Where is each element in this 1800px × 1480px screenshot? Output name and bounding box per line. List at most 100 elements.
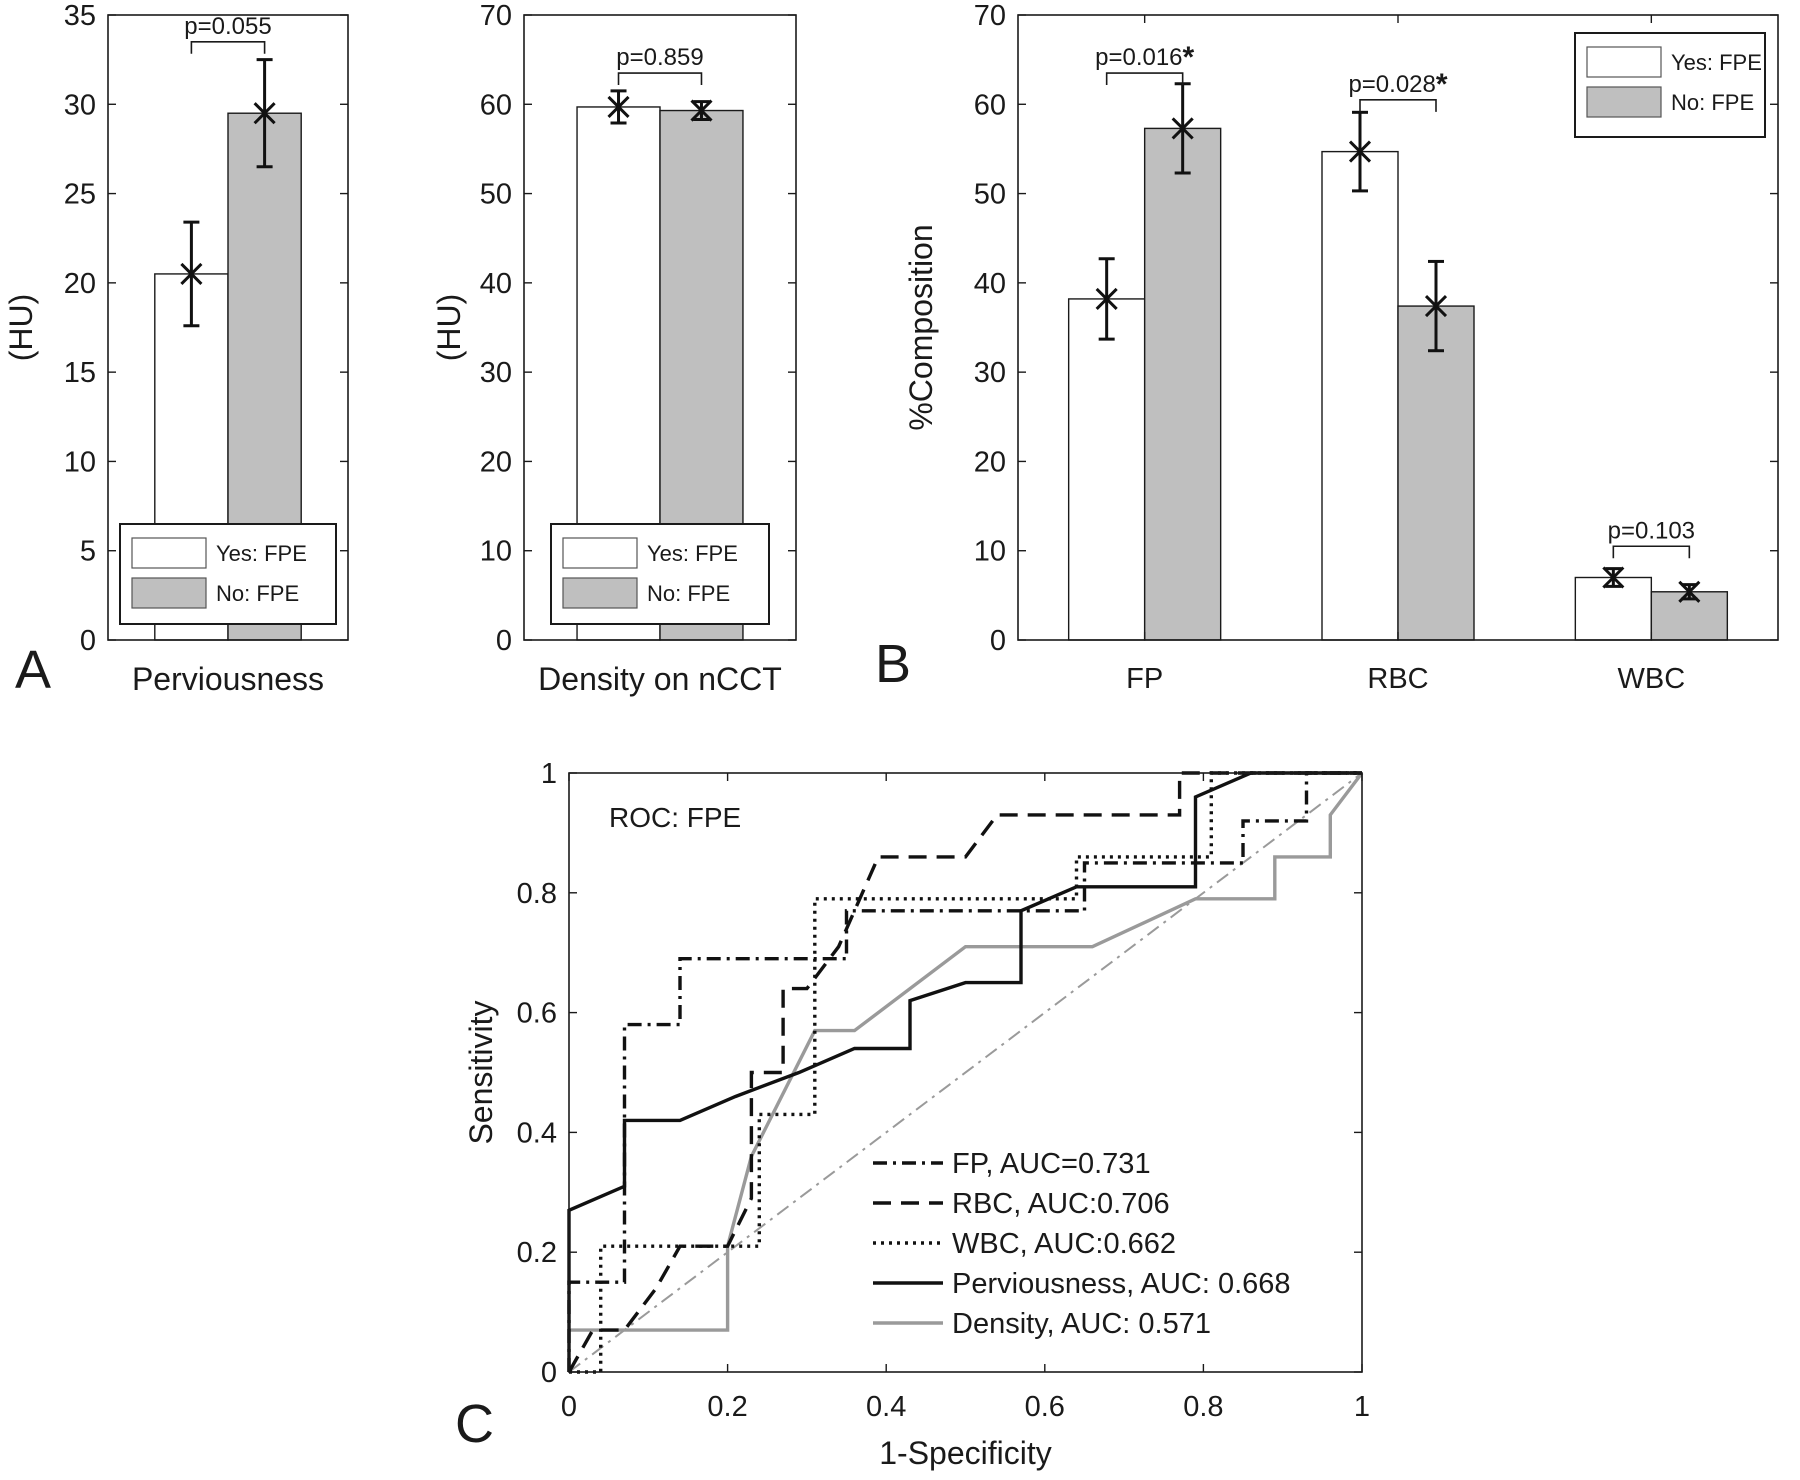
legend-swatch (1586, 86, 1662, 118)
mean-marker (253, 102, 276, 125)
y-tick-label: 70 (974, 0, 1006, 32)
y-tick-label: 15 (64, 357, 96, 389)
y-tick-label: 10 (974, 536, 1006, 568)
x-tick-label: 0.4 (866, 1391, 906, 1423)
p-value-label: p=0.103 (1608, 517, 1695, 544)
x-tick-label: 0 (561, 1391, 577, 1423)
y-tick-label: 20 (974, 446, 1006, 478)
significance-star: * (1183, 41, 1195, 74)
y-tick-label: 60 (974, 89, 1006, 121)
y-tick-label: 0 (541, 1357, 557, 1389)
y-tick-label: 0 (990, 625, 1006, 657)
y-tick-label: 50 (974, 179, 1006, 211)
p-value-bracket (190, 40, 266, 54)
legend-swatch (1586, 46, 1662, 78)
bar-composition-s1-c0 (1143, 127, 1222, 641)
y-tick-label: 0 (80, 625, 96, 657)
y-tick-label: 35 (64, 0, 96, 32)
roc-curve-3 (567, 771, 1362, 1372)
chance-line (568, 772, 1363, 1373)
y-tick-label: 50 (480, 179, 512, 211)
panel-letter-a: A (15, 640, 51, 700)
legend-label: Yes: FPE (1671, 50, 1762, 75)
x-axis-label: 1-Specificity (879, 1435, 1052, 1471)
legend-swatch (562, 577, 638, 609)
bar-composition-s0-c0 (1067, 298, 1146, 641)
legend-label: FP, AUC=0.731 (952, 1148, 1151, 1180)
x-tick-label: 0.8 (1183, 1391, 1223, 1423)
legend-label: Yes: FPE (647, 541, 738, 566)
panel-letter-b: B (875, 634, 911, 694)
legend-label: Yes: FPE (216, 541, 307, 566)
y-axis-label: (HU) (3, 294, 39, 362)
axes-frame (523, 14, 797, 641)
y-tick-label: 5 (80, 536, 96, 568)
mean-marker (1424, 295, 1448, 318)
y-axis-label: (HU) (431, 294, 467, 362)
y-tick-label: 40 (480, 268, 512, 300)
x-tick-label: 0.6 (1025, 1391, 1065, 1423)
bar-composition-s1-c1 (1397, 305, 1475, 641)
y-tick-label: 20 (64, 268, 96, 300)
p-value-label: p=0.055 (184, 13, 271, 40)
mean-marker (1095, 287, 1118, 310)
y-tick-label: 30 (974, 357, 1006, 389)
legend-label: No: FPE (1671, 90, 1754, 115)
chart-roc: 0 0.2 0.4 0.6 0.8 1 0 0.2 0.4 0.6 0.8 1 1-Specificit… (463, 758, 1370, 1471)
legend-label: No: FPE (647, 581, 730, 606)
x-axis-label: Density on nCCT (538, 661, 782, 697)
mean-marker (1602, 566, 1625, 589)
roc-curve-1 (567, 771, 1362, 1373)
bar-composition-s0-c1 (1321, 150, 1399, 641)
chart-perviousness: p=0.055 0 5 10 15 20 25 30 35 Perviousness (HU) Yes… (3, 0, 349, 697)
mean-marker (1171, 117, 1194, 140)
mean-marker (1678, 580, 1701, 603)
p-value-bracket (1105, 72, 1184, 86)
legend-label: RBC, AUC:0.706 (952, 1188, 1170, 1220)
x-tick-label: FP (1126, 663, 1163, 695)
x-tick-label: 0.2 (707, 1391, 747, 1423)
p-value-bracket (617, 72, 703, 86)
legend-box (1574, 32, 1766, 138)
legend-label: Perviousness, AUC: 0.668 (952, 1268, 1291, 1300)
legend-label: WBC, AUC:0.662 (952, 1228, 1176, 1260)
x-axis-label: Perviousness (132, 661, 324, 697)
legend-swatch (131, 577, 207, 609)
chart-title: ROC: FPE (609, 802, 741, 833)
p-value-label: p=0.016* (1095, 41, 1194, 74)
chart-density: p=0.859 0 10 20 30 40 50 60 70 Density on nCCT (HU… (431, 0, 797, 697)
p-value-bracket (1359, 99, 1437, 112)
y-tick-label: 0.4 (517, 1117, 557, 1149)
legend-swatch (562, 537, 638, 569)
legend-swatch (131, 537, 207, 569)
p-value-label: p=0.028* (1348, 68, 1447, 101)
y-tick-label: 0.8 (517, 878, 557, 910)
roc-curve-4 (569, 771, 1364, 1332)
x-tick-label: WBC (1617, 663, 1685, 695)
mean-marker (1348, 140, 1372, 163)
y-tick-label: 1 (541, 758, 557, 790)
significance-star: * (1436, 68, 1448, 101)
mean-marker (607, 95, 630, 119)
y-tick-label: 20 (480, 446, 512, 478)
y-tick-label: 0.2 (517, 1237, 557, 1269)
x-tick-label: RBC (1367, 663, 1428, 695)
roc-curve-0 (567, 771, 1362, 1372)
y-tick-label: 30 (480, 357, 512, 389)
mean-marker (690, 99, 713, 122)
y-tick-label: 60 (480, 89, 512, 121)
mean-marker (180, 262, 203, 285)
y-tick-label: 25 (64, 179, 96, 211)
roc-curve-2 (569, 771, 1362, 1374)
chart-composition: p=0.016* p=0.028* p=0.103 0 10 20 30 40 50 60 70 FP… (903, 0, 1779, 695)
y-axis-label: Sensitivity (463, 1000, 499, 1144)
y-tick-label: 10 (64, 446, 96, 478)
x-tick-label: 1 (1354, 1391, 1370, 1423)
p-value-label: p=0.859 (616, 44, 703, 71)
legend-label: Density, AUC: 0.571 (952, 1308, 1211, 1340)
panel-letter-c: C (455, 1394, 494, 1454)
p-value-bracket (1612, 545, 1691, 559)
y-tick-label: 40 (974, 268, 1006, 300)
y-tick-label: 0.6 (517, 998, 557, 1030)
